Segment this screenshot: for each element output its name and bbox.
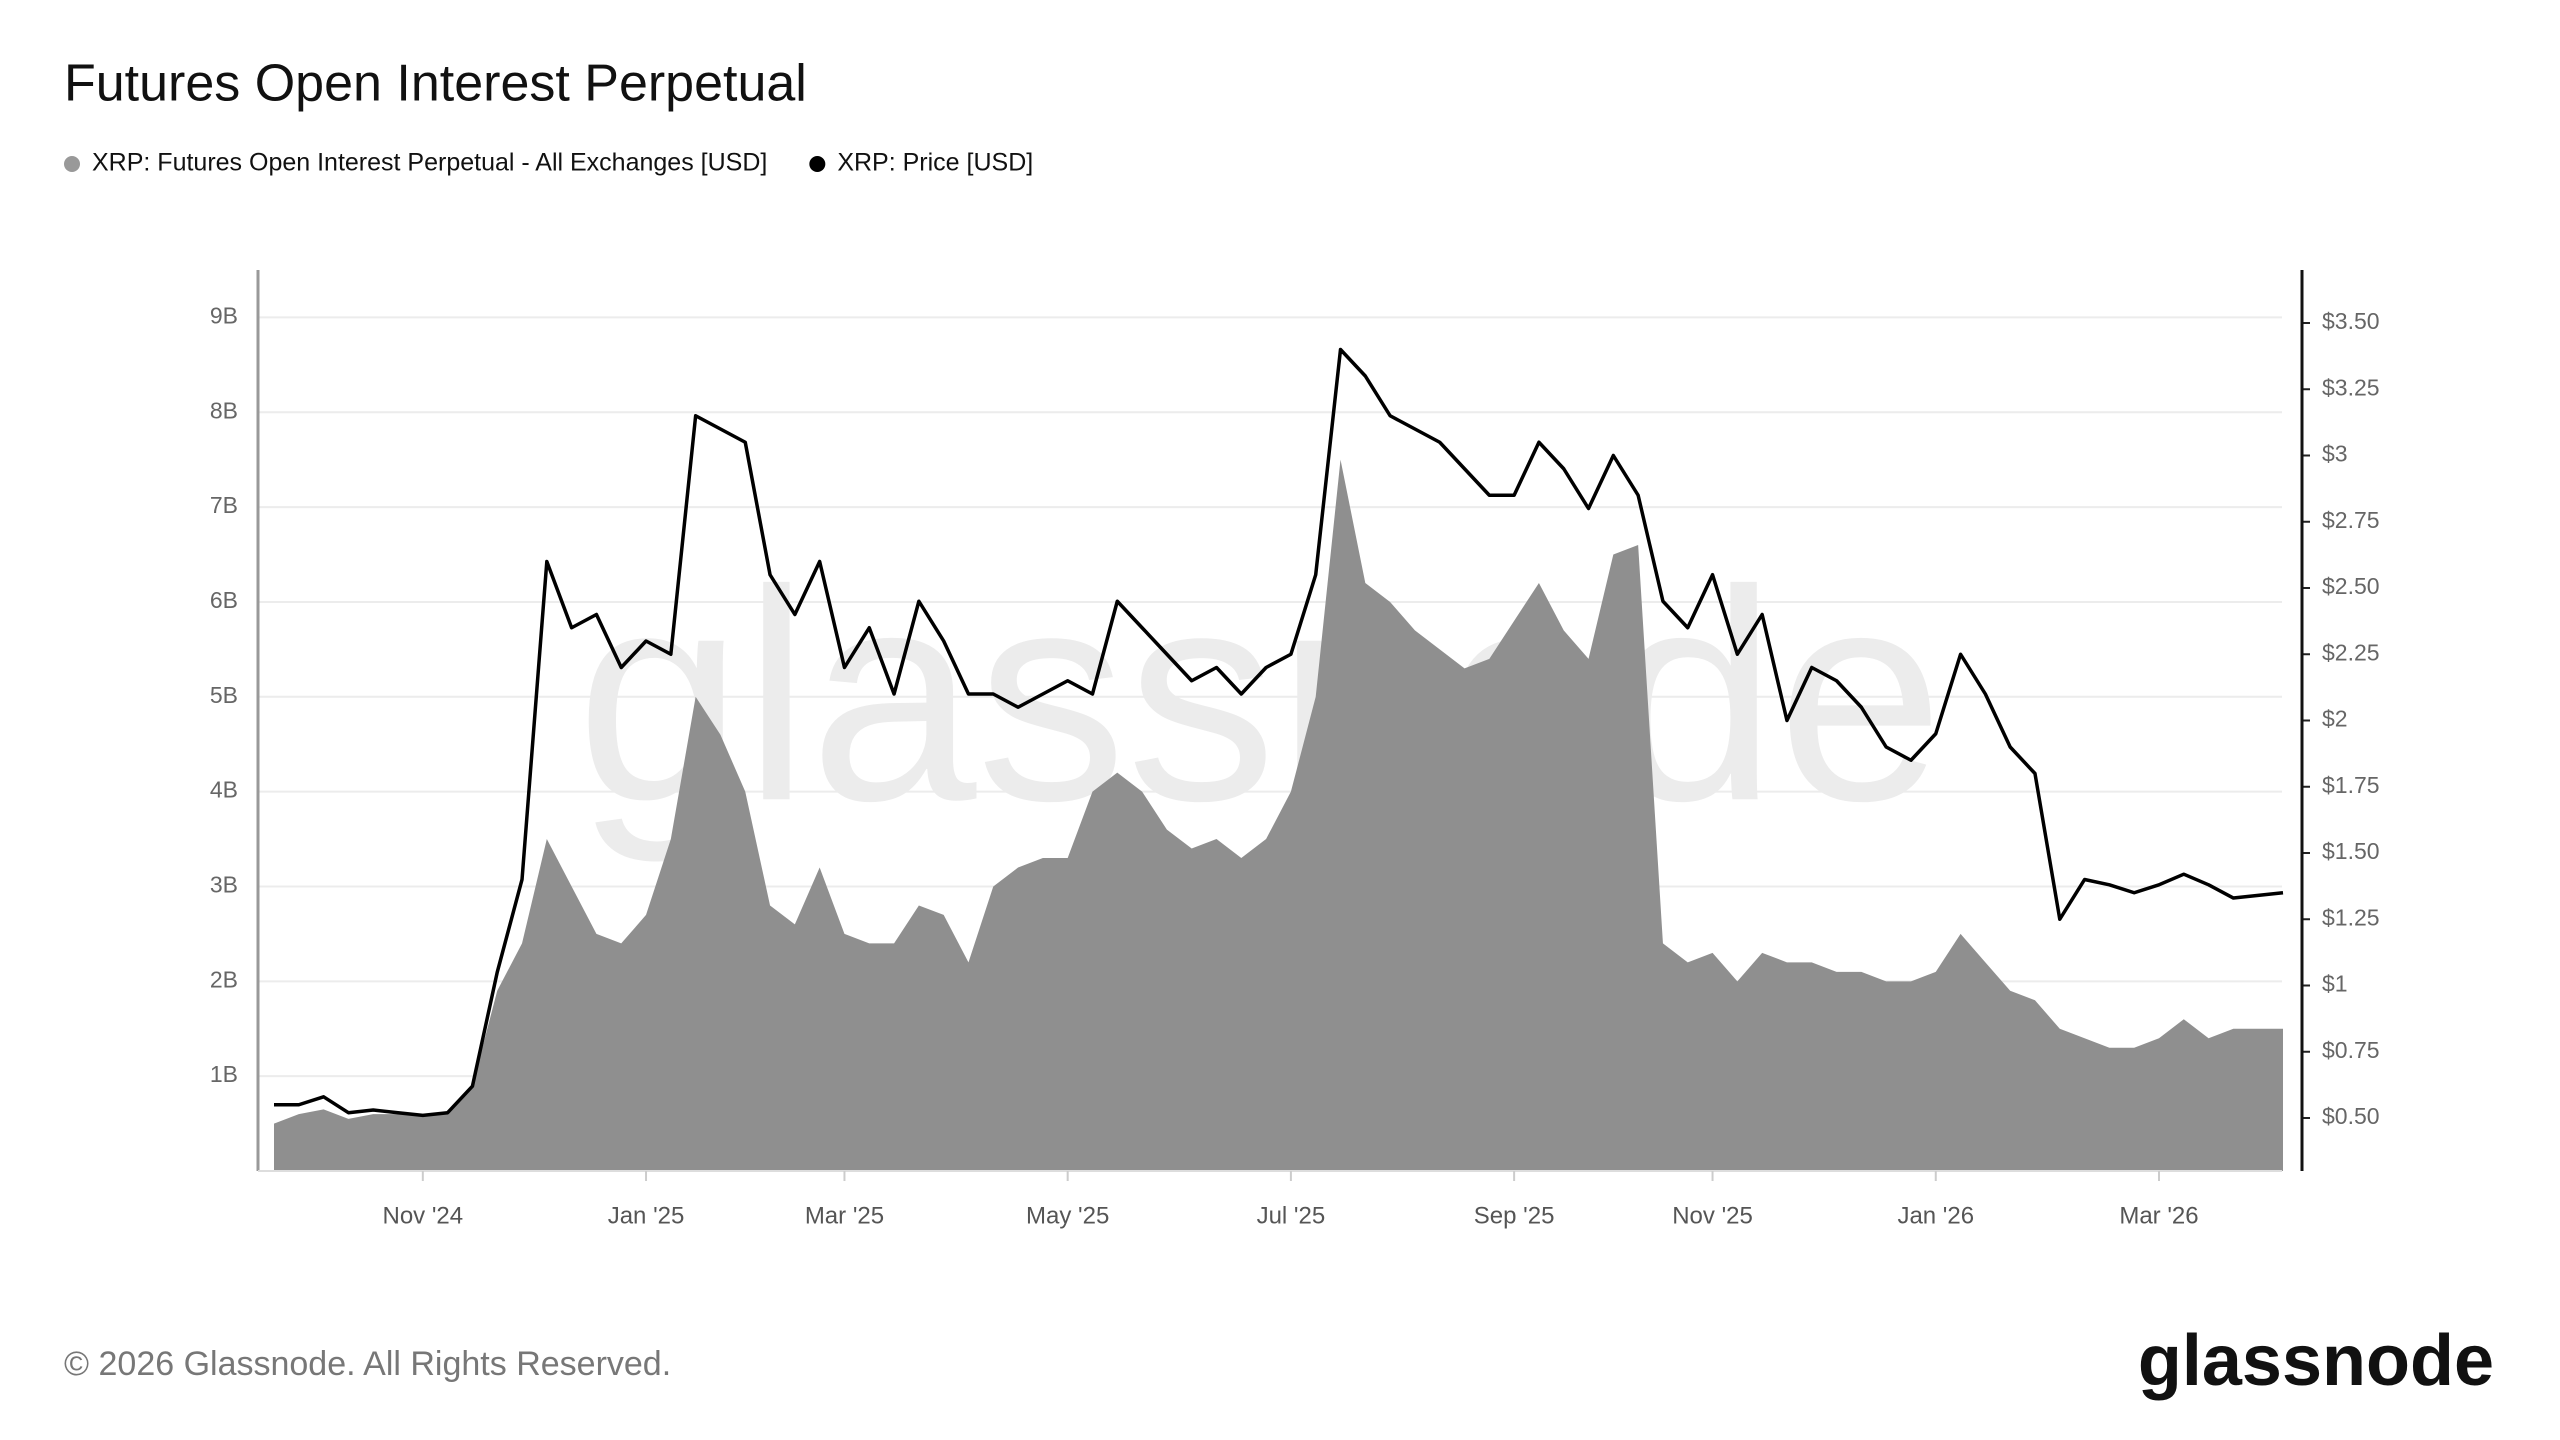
y2-tick-label: $1 <box>2322 971 2348 997</box>
legend-marker <box>64 156 80 172</box>
y-tick-label: 5B <box>210 682 238 708</box>
y-tick-label: 3B <box>210 872 238 898</box>
y2-tick-label: $1.75 <box>2322 772 2380 798</box>
x-tick-label: Mar '25 <box>805 1202 884 1229</box>
copyright: © 2026 Glassnode. All Rights Reserved. <box>64 1345 671 1383</box>
y-tick-label: 6B <box>210 587 238 613</box>
y2-tick-label: $3 <box>2322 441 2348 467</box>
y2-tick-label: $0.50 <box>2322 1103 2380 1129</box>
y2-tick-label: $1.25 <box>2322 904 2380 930</box>
x-tick-label: Jan '26 <box>1897 1202 1974 1229</box>
x-tick-label: Nov '25 <box>1672 1202 1753 1229</box>
area <box>274 459 2283 1171</box>
x-tick-label: Nov '24 <box>383 1202 464 1229</box>
x-tick-label: Jul '25 <box>1257 1202 1326 1229</box>
y-tick-label: 9B <box>210 302 238 328</box>
legend-label: XRP: Futures Open Interest Perpetual - A… <box>92 149 767 177</box>
y2-tick-label: $1.50 <box>2322 838 2380 864</box>
y-tick-label: 7B <box>210 492 238 518</box>
y-tick-label: 2B <box>210 966 238 992</box>
legend-marker <box>809 156 826 172</box>
x-tick-label: Jan '25 <box>608 1202 685 1229</box>
x-tick-label: May '25 <box>1026 1202 1109 1229</box>
y2-tick-label: $2.50 <box>2322 573 2380 599</box>
x-tick-label: Mar '26 <box>2119 1202 2198 1229</box>
y2-tick-label: $2 <box>2322 706 2348 732</box>
line <box>274 347 2284 1118</box>
y2-tick-label: $3.50 <box>2322 308 2380 334</box>
y-tick-label: 8B <box>210 397 238 423</box>
legend-label: XRP: Price [USD] <box>837 149 1033 177</box>
y-tick-label: 4B <box>210 777 238 803</box>
y2-tick-label: $0.75 <box>2322 1037 2380 1063</box>
y2-tick-label: $2.25 <box>2322 639 2380 665</box>
chart-title: Futures Open Interest Perpetual <box>64 55 807 113</box>
logo: glassnode <box>2138 1321 2494 1401</box>
y2-tick-label: $2.75 <box>2322 507 2380 533</box>
y2-tick-label: $3.25 <box>2322 374 2380 400</box>
x-tick-label: Sep '25 <box>1474 1202 1555 1229</box>
y-tick-label: 1B <box>210 1061 238 1087</box>
